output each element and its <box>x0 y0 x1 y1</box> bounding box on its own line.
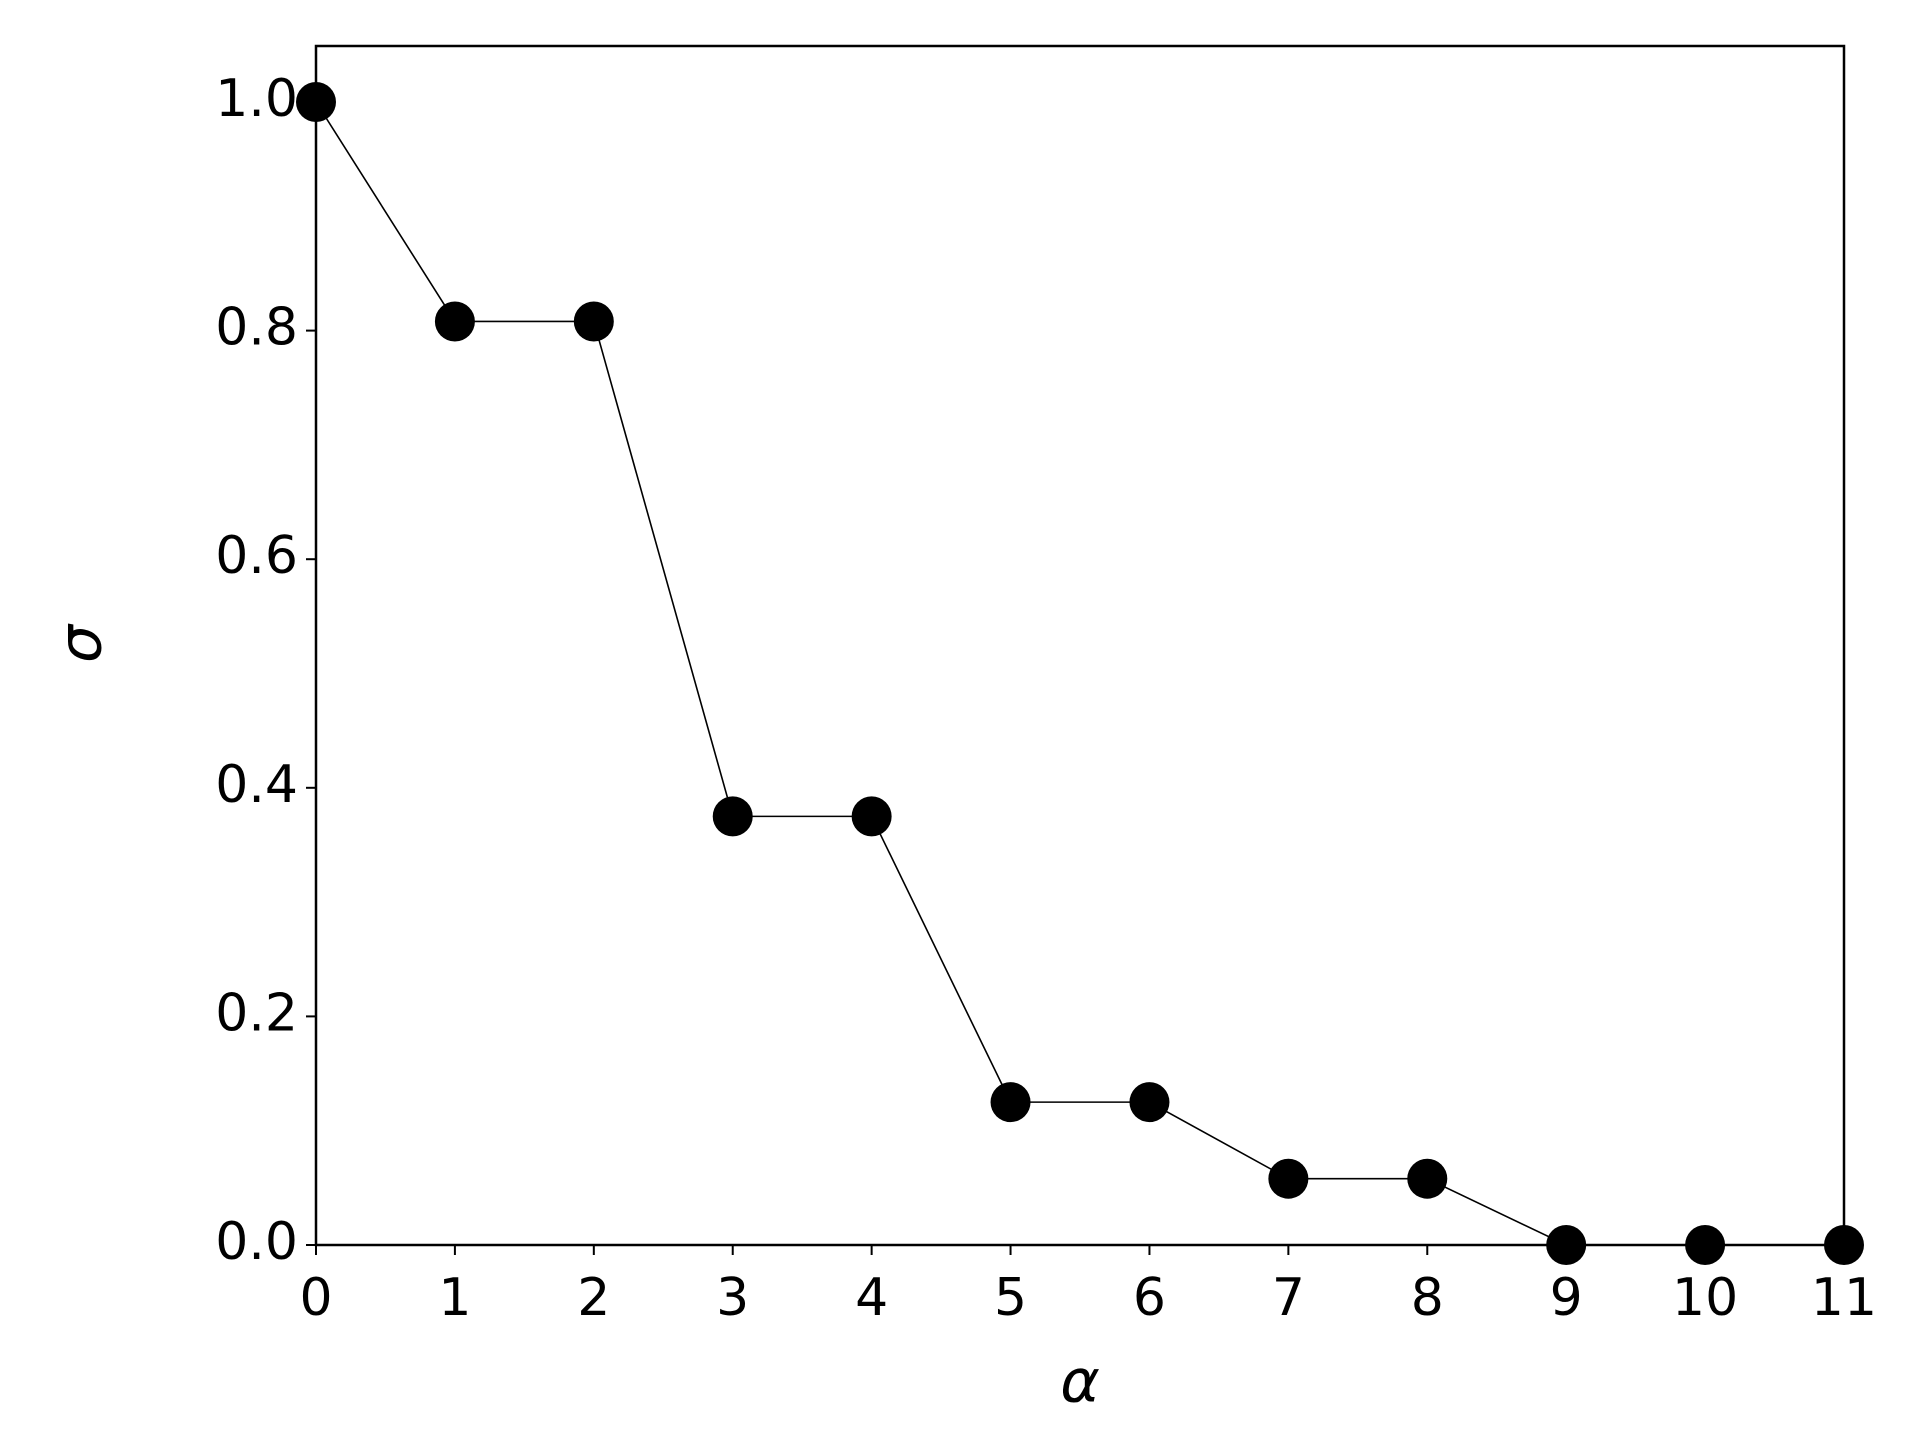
series-line <box>315 101 1844 1246</box>
x-tick-label: 9 <box>1550 1268 1583 1328</box>
x-tick-label: 6 <box>1133 1268 1166 1328</box>
y-tick-label: 0.6 <box>215 526 298 586</box>
data-point <box>851 796 892 837</box>
data-point <box>990 1082 1031 1123</box>
y-tick-label: 0.2 <box>215 983 298 1043</box>
data-point <box>296 82 336 123</box>
data-point <box>1824 1225 1864 1265</box>
data-point <box>1268 1158 1309 1199</box>
y-tick-label: 0.4 <box>215 755 298 815</box>
x-tick-label: 7 <box>1272 1268 1305 1328</box>
y-tick-label: 0.8 <box>215 298 298 358</box>
data-point <box>573 301 614 342</box>
y-tick-label: 0.0 <box>215 1212 298 1272</box>
x-tick-label: 1 <box>438 1268 471 1328</box>
x-tick-label: 8 <box>1411 1268 1444 1328</box>
data-point <box>1685 1225 1726 1265</box>
x-tick-label: 11 <box>1811 1268 1877 1328</box>
y-tick-label: 1.0 <box>215 69 298 129</box>
y-axis-label: σ <box>46 623 116 663</box>
data-point <box>1129 1082 1170 1123</box>
x-tick-label: 5 <box>994 1268 1027 1328</box>
x-tick-label: 0 <box>299 1268 332 1328</box>
x-tick-label: 3 <box>716 1268 749 1328</box>
data-point <box>1546 1225 1587 1265</box>
x-tick-label: 4 <box>855 1268 888 1328</box>
data-point <box>712 796 753 837</box>
plot-frame <box>314 44 1846 1247</box>
data-point <box>434 301 475 342</box>
x-tick-label: 2 <box>577 1268 610 1328</box>
data-point <box>1407 1158 1448 1199</box>
x-tick-label: 10 <box>1672 1268 1738 1328</box>
x-axis-label: α <box>1060 1347 1100 1417</box>
